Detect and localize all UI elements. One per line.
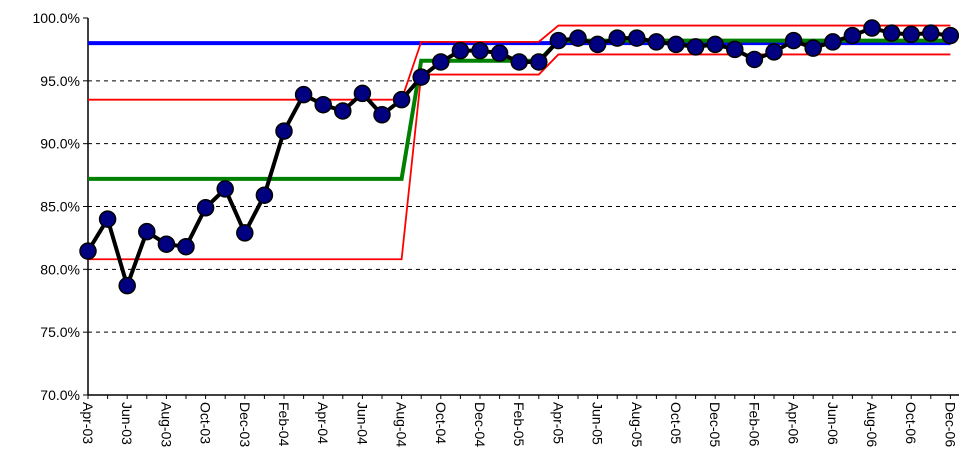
data-point (569, 29, 587, 47)
data-point (882, 24, 901, 42)
data-point (490, 44, 509, 62)
data-point (138, 222, 156, 241)
y-tick-label: 95.0% (40, 73, 80, 89)
x-tick-label: Aug-04 (394, 402, 410, 447)
data-point (824, 33, 842, 51)
x-tick-label: Feb-04 (276, 402, 292, 447)
x-tick-label: Apr-06 (786, 402, 802, 444)
data-point (667, 35, 685, 54)
data-point (275, 122, 293, 140)
data-point (471, 41, 489, 60)
data-point (432, 53, 450, 71)
data-point (294, 85, 313, 104)
x-tick-label: Apr-03 (80, 402, 96, 444)
x-tick-label: Dec-04 (472, 402, 488, 447)
series-line (88, 53, 951, 261)
data-point (745, 50, 764, 69)
data-point (765, 43, 783, 61)
data-point (647, 33, 666, 51)
y-tick-label: 80.0% (40, 261, 80, 277)
x-tick-label: Aug-03 (158, 402, 174, 447)
x-tick-label: Apr-04 (315, 402, 331, 444)
data-point (392, 90, 411, 109)
x-tick-label: Oct-04 (433, 402, 449, 444)
series-line (88, 24, 951, 101)
data-point (530, 53, 548, 71)
x-tick-label: Oct-03 (198, 402, 214, 444)
data-point (412, 68, 430, 86)
data-point (628, 29, 646, 47)
data-point (941, 26, 959, 45)
y-tick-label: 100.0% (33, 10, 80, 26)
x-tick-label: Jun-06 (825, 402, 841, 445)
data-point (451, 41, 470, 60)
data-point (314, 95, 332, 114)
data-point (843, 26, 862, 45)
data-point (804, 39, 822, 57)
x-tick-label: Aug-06 (864, 402, 880, 447)
x-tick-label: Feb-05 (511, 402, 527, 447)
data-point (236, 224, 254, 242)
data-point (608, 29, 626, 47)
y-tick-label: 90.0% (40, 136, 80, 152)
x-tick-label: Dec-05 (707, 402, 723, 447)
data-point (118, 276, 136, 295)
data-point (510, 53, 528, 71)
x-tick-label: Jun-05 (590, 402, 606, 445)
x-tick-label: Oct-05 (668, 402, 684, 444)
data-point (549, 31, 568, 50)
data-point (784, 31, 803, 50)
x-tick-label: Dec-03 (237, 402, 253, 447)
data-point (216, 180, 234, 198)
data-point (157, 235, 176, 253)
data-point (334, 102, 352, 120)
data-point (79, 242, 97, 260)
data-point (177, 237, 195, 256)
data-point (588, 35, 607, 54)
x-tick-label: Aug-05 (629, 402, 645, 447)
x-tick-label: Jun-04 (354, 402, 370, 445)
data-point (98, 210, 117, 228)
x-tick-label: Jun-03 (119, 402, 135, 445)
data-point (255, 186, 274, 204)
data-point (353, 84, 372, 103)
x-tick-label: Apr-05 (550, 402, 566, 444)
y-tick-label: 70.0% (40, 387, 80, 403)
data-point (902, 25, 920, 44)
data-point (922, 24, 940, 42)
data-point (196, 199, 215, 217)
data-point (863, 19, 881, 37)
x-tick-label: Oct-06 (903, 402, 919, 444)
data-point (726, 40, 744, 59)
x-tick-label: Dec-06 (942, 402, 958, 447)
y-tick-label: 85.0% (40, 199, 80, 215)
data-point (706, 35, 724, 54)
data-point (686, 38, 705, 56)
x-tick-label: Feb-06 (746, 402, 762, 447)
data-point (373, 106, 391, 124)
y-tick-label: 75.0% (40, 324, 80, 340)
